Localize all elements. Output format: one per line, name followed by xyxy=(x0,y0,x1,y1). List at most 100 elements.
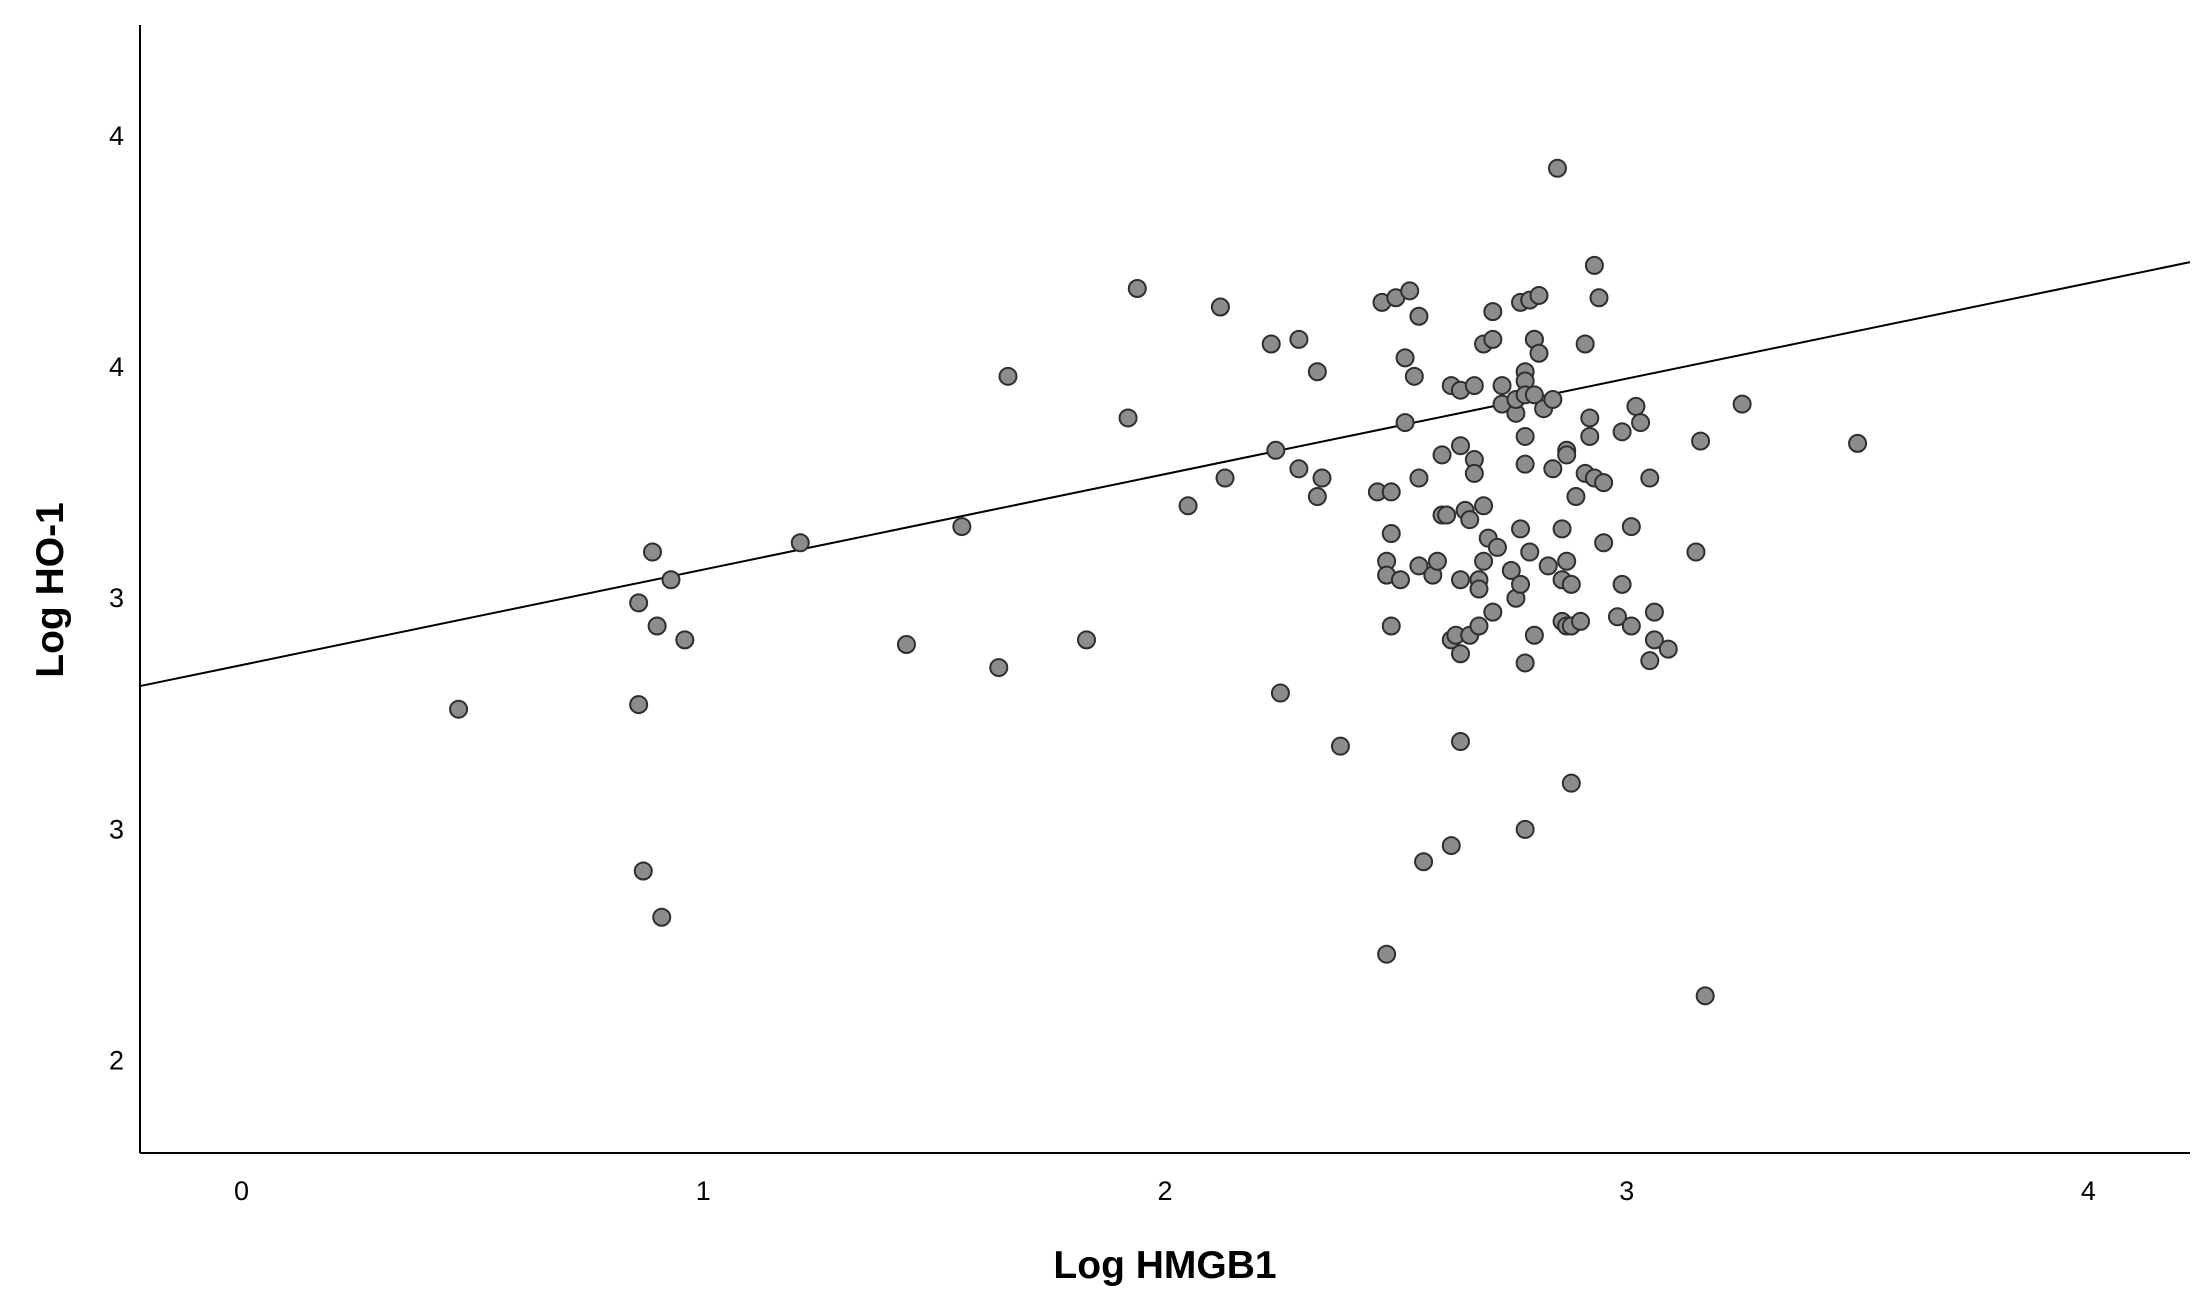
data-point xyxy=(629,695,649,715)
x-tick-label: 0 xyxy=(234,1176,249,1206)
data-point xyxy=(1178,496,1198,516)
data-point xyxy=(1511,574,1531,594)
data-point xyxy=(1330,736,1350,756)
data-point xyxy=(1312,468,1332,488)
data-point xyxy=(1686,542,1706,562)
data-point xyxy=(1390,570,1410,590)
data-point xyxy=(1612,574,1632,594)
data-point xyxy=(1307,362,1327,382)
data-point xyxy=(1118,408,1138,428)
data-point xyxy=(1644,630,1664,650)
data-point xyxy=(1450,644,1470,664)
data-point xyxy=(1515,454,1535,474)
data-points xyxy=(449,158,1868,1006)
data-point xyxy=(1409,306,1429,326)
data-point xyxy=(1580,426,1600,446)
data-point xyxy=(1414,852,1434,872)
data-point xyxy=(1557,445,1577,465)
data-point xyxy=(1464,463,1484,483)
data-point xyxy=(1215,468,1235,488)
data-point xyxy=(1547,158,1567,178)
data-point xyxy=(1520,542,1540,562)
y-tick-label: 3 xyxy=(109,814,124,844)
data-point xyxy=(1400,281,1420,301)
data-point xyxy=(647,616,667,636)
data-point xyxy=(1607,607,1627,627)
data-point xyxy=(1515,426,1535,446)
data-point xyxy=(1561,574,1581,594)
x-tick-label: 1 xyxy=(696,1176,711,1206)
data-point xyxy=(790,533,810,553)
data-point xyxy=(1483,302,1503,322)
data-point xyxy=(1515,819,1535,839)
data-point xyxy=(1580,408,1600,428)
data-point xyxy=(652,907,672,927)
data-point xyxy=(1621,517,1641,537)
data-point xyxy=(1127,279,1147,299)
x-tick-label: 2 xyxy=(1157,1176,1172,1206)
data-point xyxy=(1474,551,1494,571)
x-tick-label: 4 xyxy=(2081,1176,2096,1206)
data-point xyxy=(661,570,681,590)
x-axis-title: Log HMGB1 xyxy=(1053,1244,1276,1287)
regression-line-group xyxy=(139,261,2191,688)
data-point xyxy=(1640,651,1660,671)
data-point xyxy=(1377,944,1397,964)
data-point xyxy=(1571,611,1591,631)
data-point xyxy=(1557,551,1577,571)
data-point xyxy=(1529,343,1549,363)
data-point xyxy=(1732,394,1752,414)
data-point xyxy=(1381,482,1401,502)
data-point xyxy=(1524,625,1544,645)
data-point xyxy=(1487,537,1507,557)
data-point xyxy=(1524,385,1544,405)
data-point xyxy=(1441,836,1461,856)
data-point xyxy=(1640,468,1660,488)
data-point xyxy=(1594,473,1614,493)
y-tick-label: 4 xyxy=(109,121,124,151)
data-point xyxy=(1658,639,1678,659)
data-point xyxy=(1464,376,1484,396)
data-point xyxy=(1381,524,1401,544)
x-tick-labels: 0 1 2 3 4 xyxy=(234,1176,2096,1206)
data-point xyxy=(998,366,1018,386)
data-point xyxy=(633,861,653,881)
y-tick-label: 4 xyxy=(109,352,124,382)
data-point xyxy=(1501,561,1521,581)
data-point xyxy=(1437,505,1457,525)
regression-line xyxy=(139,261,2191,688)
data-point xyxy=(1566,487,1586,507)
data-point xyxy=(896,634,916,654)
data-point xyxy=(1543,459,1563,479)
data-point xyxy=(1691,431,1711,451)
data-point xyxy=(1469,616,1489,636)
data-point xyxy=(952,517,972,537)
data-point xyxy=(629,593,649,613)
data-point xyxy=(1450,732,1470,752)
data-point xyxy=(1575,334,1595,354)
data-point xyxy=(1469,579,1489,599)
data-point xyxy=(643,542,662,562)
data-point xyxy=(1395,413,1415,433)
data-point xyxy=(675,630,695,650)
y-tick-label: 2 xyxy=(109,1046,124,1076)
data-point xyxy=(1395,348,1415,368)
data-point xyxy=(1450,436,1470,456)
y-tick-label: 3 xyxy=(109,583,124,613)
data-point xyxy=(1307,487,1327,507)
data-point xyxy=(1492,376,1512,396)
data-point xyxy=(1270,683,1290,703)
data-point xyxy=(1848,433,1868,453)
data-point xyxy=(1450,570,1470,590)
data-point xyxy=(1289,459,1309,479)
x-tick-label: 3 xyxy=(1619,1176,1634,1206)
data-point xyxy=(1381,616,1401,636)
data-point xyxy=(1427,551,1447,571)
data-point xyxy=(1483,602,1503,622)
y-tick-labels: 2 3 3 4 4 xyxy=(109,121,124,1076)
data-point xyxy=(1474,496,1494,516)
data-point xyxy=(1404,366,1424,386)
data-point xyxy=(1543,389,1563,409)
data-point xyxy=(1561,773,1581,793)
